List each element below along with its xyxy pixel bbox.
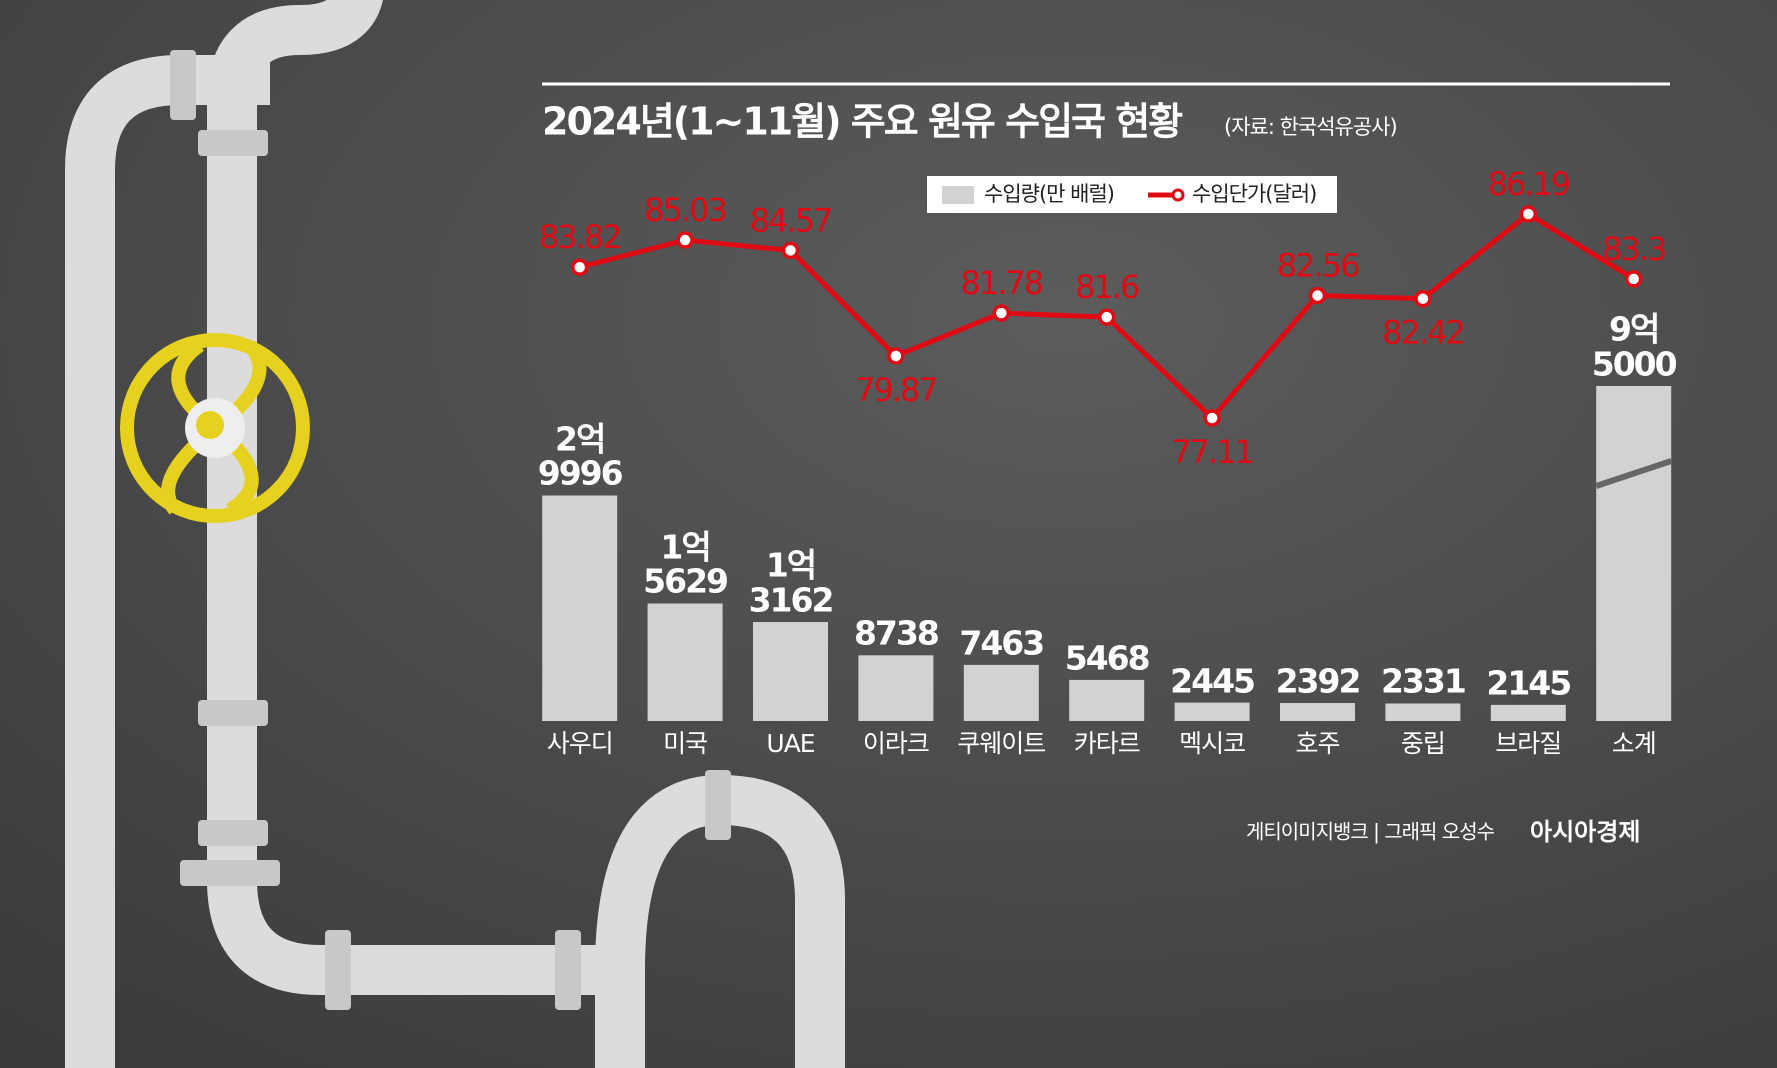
bar-value-label: 2392 (1275, 661, 1362, 701)
line-value-label: 79.87 (855, 371, 937, 409)
line-value-label: 81.78 (960, 264, 1042, 302)
bar-value-label: 2331 (1380, 661, 1467, 701)
x-tick-label: 중립 (1401, 729, 1445, 758)
line-point (1203, 409, 1221, 427)
line-value-label: 81.6 (1075, 268, 1139, 306)
bar (1490, 704, 1566, 721)
x-tick-label: 멕시코 (1179, 729, 1245, 758)
x-tick-label: UAE (766, 729, 814, 758)
line-value-label: 83.3 (1602, 230, 1665, 268)
x-tick-label: 사우디 (547, 729, 613, 758)
legend-label: 수입단가(달러) (1192, 182, 1316, 206)
bar-value-label: 5468 (1064, 638, 1151, 678)
line-point (1624, 270, 1643, 288)
line-value-label: 77.11 (1171, 433, 1253, 471)
line-point (1097, 308, 1116, 326)
bar (1174, 702, 1250, 721)
pipe-fittings (170, 50, 731, 1010)
line-point (676, 231, 694, 249)
bar-value-label: 2445 (1170, 660, 1256, 700)
credit: 게티이미지뱅크 | 그래픽 오성수 (1246, 820, 1495, 844)
line-point (570, 258, 589, 276)
bar-value-label: 8738 (853, 613, 940, 653)
line-point (1414, 289, 1432, 308)
bar (1069, 679, 1145, 721)
line-point (1519, 205, 1538, 223)
bar-value-label: 7463 (959, 623, 1045, 663)
x-tick-label: 호주 (1295, 729, 1339, 758)
bar-value-label: 1억 3162 (748, 545, 835, 620)
chart-source: (자료: 한국석유공사) (1224, 115, 1397, 139)
valve-wheel (120, 333, 310, 523)
bar (753, 622, 828, 721)
axis-break (1595, 458, 1673, 489)
bar (542, 495, 618, 721)
bar (1385, 703, 1461, 721)
line-value-label: 84.57 (750, 201, 832, 239)
x-tick-label: 쿠웨이트 (957, 729, 1045, 758)
x-tick-label: 브라질 (1495, 729, 1561, 758)
brand: 아시아경제 (1530, 818, 1640, 846)
line-point (887, 347, 905, 365)
bar-value-label: 2145 (1486, 663, 1572, 703)
x-tick-label: 카타르 (1074, 729, 1140, 758)
line-point (1308, 286, 1327, 305)
pipes (65, 0, 845, 1068)
bar (858, 655, 934, 721)
legend (927, 176, 1337, 213)
x-tick-label: 이라크 (863, 729, 929, 758)
bar (963, 664, 1039, 721)
legend-swatch (1171, 188, 1185, 202)
chart-title: 2024년(1~11월) 주요 원유 수입국 현황 (542, 100, 1183, 144)
line-value-label: 85.03 (644, 191, 726, 229)
line-value-label: 83.82 (539, 218, 621, 256)
x-tick-label: 미국 (663, 729, 707, 758)
line-point (992, 304, 1011, 322)
line-value-label: 86.19 (1487, 165, 1569, 203)
bar-value-label: 9억 5000 (1591, 309, 1678, 384)
line-value-label: 82.42 (1382, 314, 1464, 352)
legend-swatch (942, 186, 974, 204)
bar (647, 603, 723, 721)
bar-value-label: 2억 9996 (537, 419, 624, 493)
bar-value-label: 1억 5629 (643, 527, 729, 601)
line-value-label: 82.56 (1277, 247, 1359, 285)
bar (1280, 703, 1355, 721)
bar (1596, 386, 1672, 721)
legend-label: 수입량(만 배럴) (984, 182, 1114, 206)
x-tick-label: 소계 (1612, 729, 1656, 758)
line-point (781, 241, 800, 260)
